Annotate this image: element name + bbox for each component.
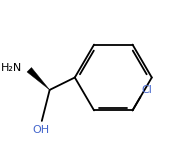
Text: OH: OH: [33, 125, 50, 135]
Text: Cl: Cl: [141, 85, 152, 95]
Polygon shape: [27, 68, 50, 90]
Text: H₂N: H₂N: [1, 63, 22, 73]
